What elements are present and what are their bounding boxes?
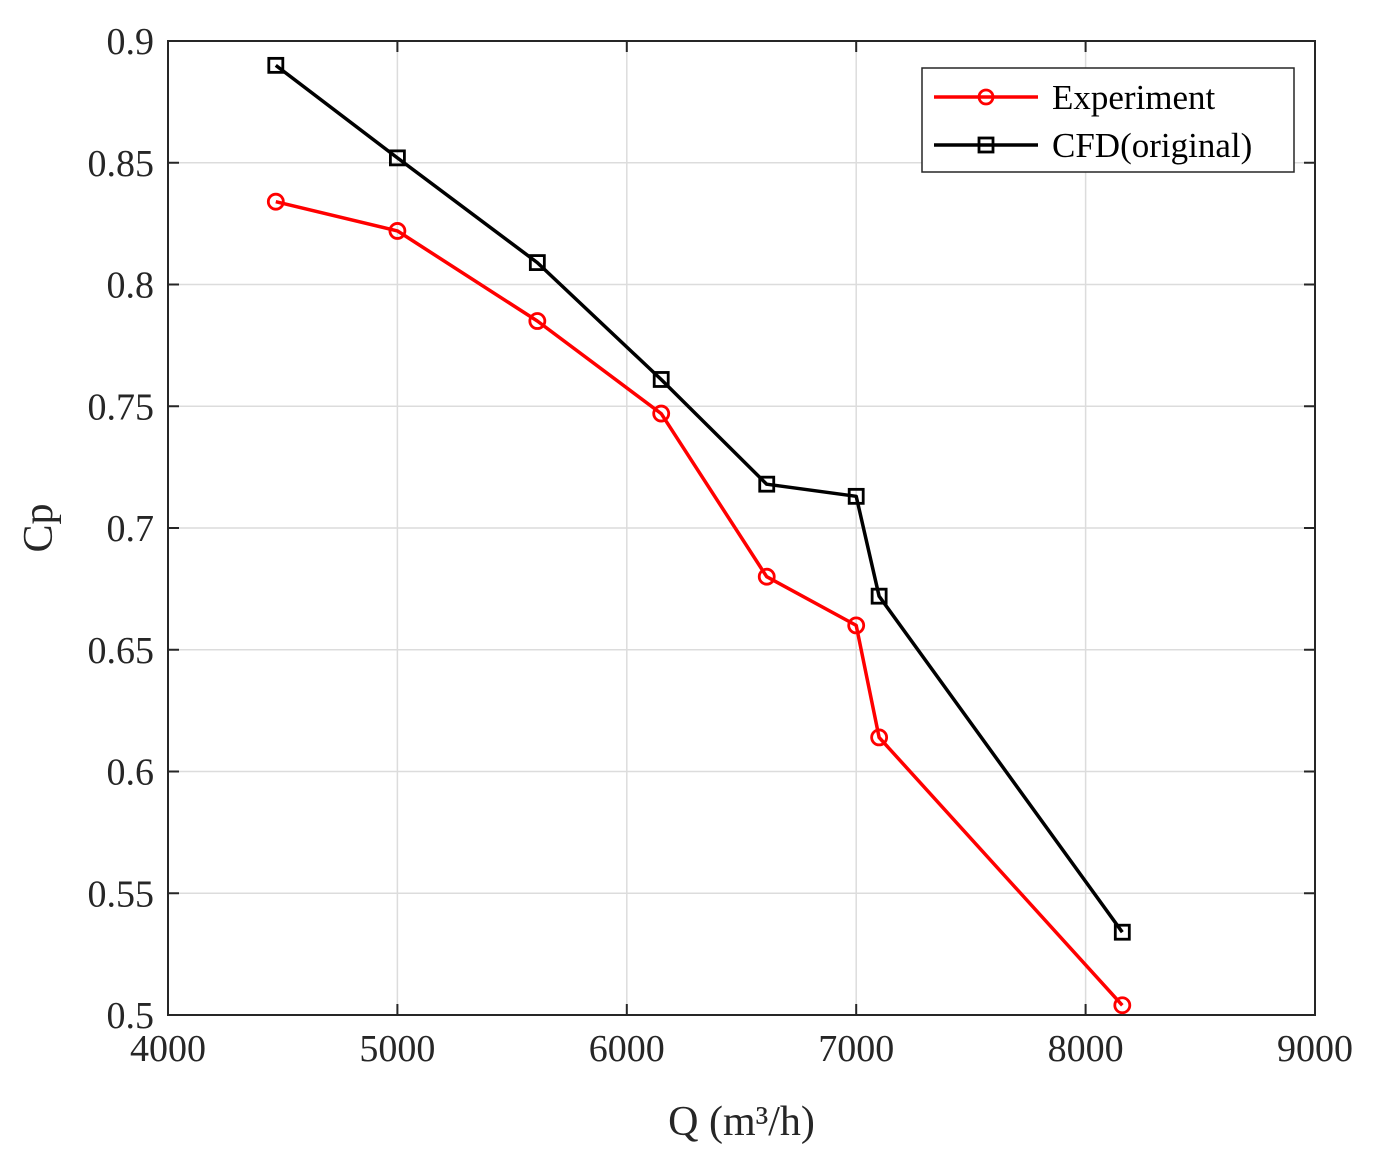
series-line-experiment bbox=[275, 199, 1124, 1007]
y-tick-label: 0.75 bbox=[88, 386, 155, 428]
y-tick-label: 0.65 bbox=[88, 630, 155, 672]
x-tick-label: 7000 bbox=[818, 1028, 894, 1070]
data-point-experiment bbox=[388, 222, 407, 240]
legend-marker-experiment bbox=[977, 88, 995, 106]
data-point-experiment bbox=[870, 728, 889, 747]
grid bbox=[168, 41, 1315, 1015]
data-point-cfd bbox=[847, 487, 865, 505]
data-point-cfd bbox=[870, 587, 888, 605]
data-point-experiment bbox=[266, 192, 285, 211]
legend: Experiment CFD(original) bbox=[921, 67, 1295, 173]
data-point-cfd bbox=[388, 149, 406, 167]
data-point-experiment bbox=[528, 312, 547, 330]
legend-label-cfd: CFD(original) bbox=[1052, 126, 1252, 165]
data-point-cfd bbox=[758, 475, 776, 493]
axis-ticks: 4000 5000 6000 7000 8000 9000 0.5 0.55 0.6 0.65 0.… bbox=[88, 21, 1354, 1070]
data-point-experiment bbox=[847, 616, 866, 635]
data-point-experiment bbox=[757, 567, 776, 586]
legend-box bbox=[921, 67, 1295, 173]
y-tick-label: 0.5 bbox=[107, 995, 155, 1037]
data-point-cfd bbox=[267, 56, 285, 74]
legend-marker-cfd bbox=[977, 136, 995, 154]
x-tick-label: 5000 bbox=[359, 1028, 435, 1070]
series-layer bbox=[266, 56, 1132, 1015]
y-tick-label: 0.9 bbox=[107, 21, 155, 63]
y-tick-label: 0.8 bbox=[107, 265, 155, 307]
data-point-cfd bbox=[652, 371, 670, 388]
data-point-experiment bbox=[652, 404, 671, 423]
x-tick-label: 4000 bbox=[130, 1028, 206, 1070]
legend-label-experiment: Experiment bbox=[1052, 78, 1216, 117]
series-line-cfd bbox=[274, 64, 1124, 934]
y-tick-label: 0.85 bbox=[88, 143, 155, 185]
data-point-experiment bbox=[1113, 996, 1132, 1015]
x-axis-title: Q (m³/h) bbox=[668, 1099, 815, 1145]
y-tick-label: 0.6 bbox=[107, 752, 155, 794]
data-point-cfd bbox=[528, 254, 546, 271]
x-tick-label: 8000 bbox=[1048, 1028, 1124, 1070]
x-tick-label: 9000 bbox=[1277, 1028, 1353, 1070]
y-tick-label: 0.7 bbox=[107, 508, 155, 550]
y-tick-label: 0.55 bbox=[88, 873, 155, 915]
x-tick-label: 6000 bbox=[589, 1028, 665, 1070]
y-axis-title: Cp bbox=[16, 503, 62, 552]
data-point-cfd bbox=[1113, 923, 1131, 941]
